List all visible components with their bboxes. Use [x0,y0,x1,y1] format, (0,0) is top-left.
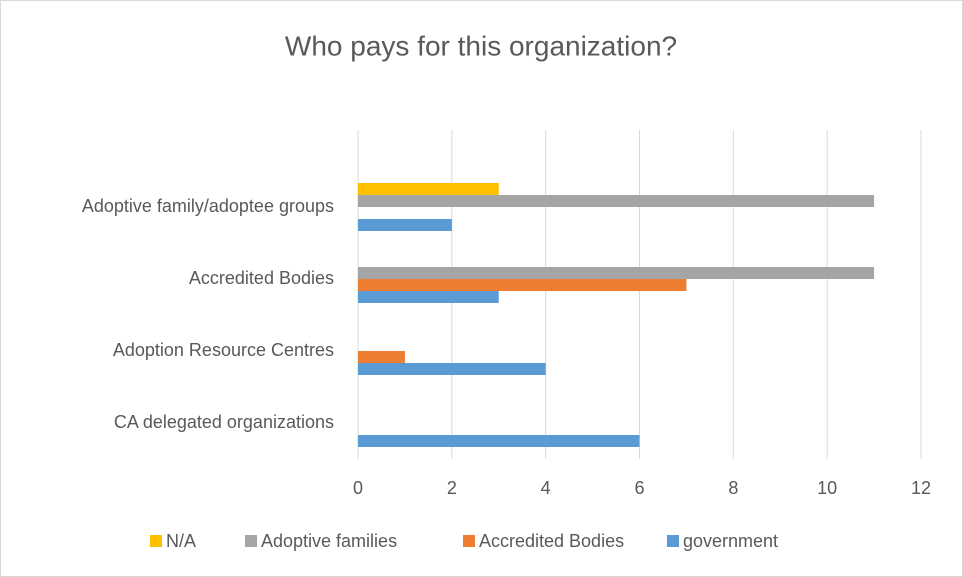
legend-label: Accredited Bodies [479,531,624,551]
chart-title: Who pays for this organization? [285,30,677,61]
x-tick-label: 12 [911,478,931,498]
bar [358,219,452,231]
x-tick-label: 2 [447,478,457,498]
legend-swatch [667,535,679,547]
legend-swatch [463,535,475,547]
x-tick-label: 6 [634,478,644,498]
legend-label: N/A [166,531,196,551]
bar [358,291,499,303]
x-tick-label: 10 [817,478,837,498]
bar [358,363,546,375]
x-tick-label: 0 [353,478,363,498]
bar [358,279,687,291]
legend-swatch [150,535,162,547]
bar [358,351,405,363]
bar [358,195,875,207]
bar [358,183,499,195]
y-tick-label: Adoption Resource Centres [113,340,334,360]
legend-label: Adoptive families [261,531,397,551]
y-tick-label: Accredited Bodies [189,268,334,288]
y-tick-label: CA delegated organizations [114,412,334,432]
bar [358,435,640,447]
legend-label: government [683,531,778,551]
legend-swatch [245,535,257,547]
x-tick-label: 4 [541,478,551,498]
bar [358,267,875,279]
x-tick-label: 8 [728,478,738,498]
y-tick-label: Adoptive family/adoptee groups [82,196,334,216]
